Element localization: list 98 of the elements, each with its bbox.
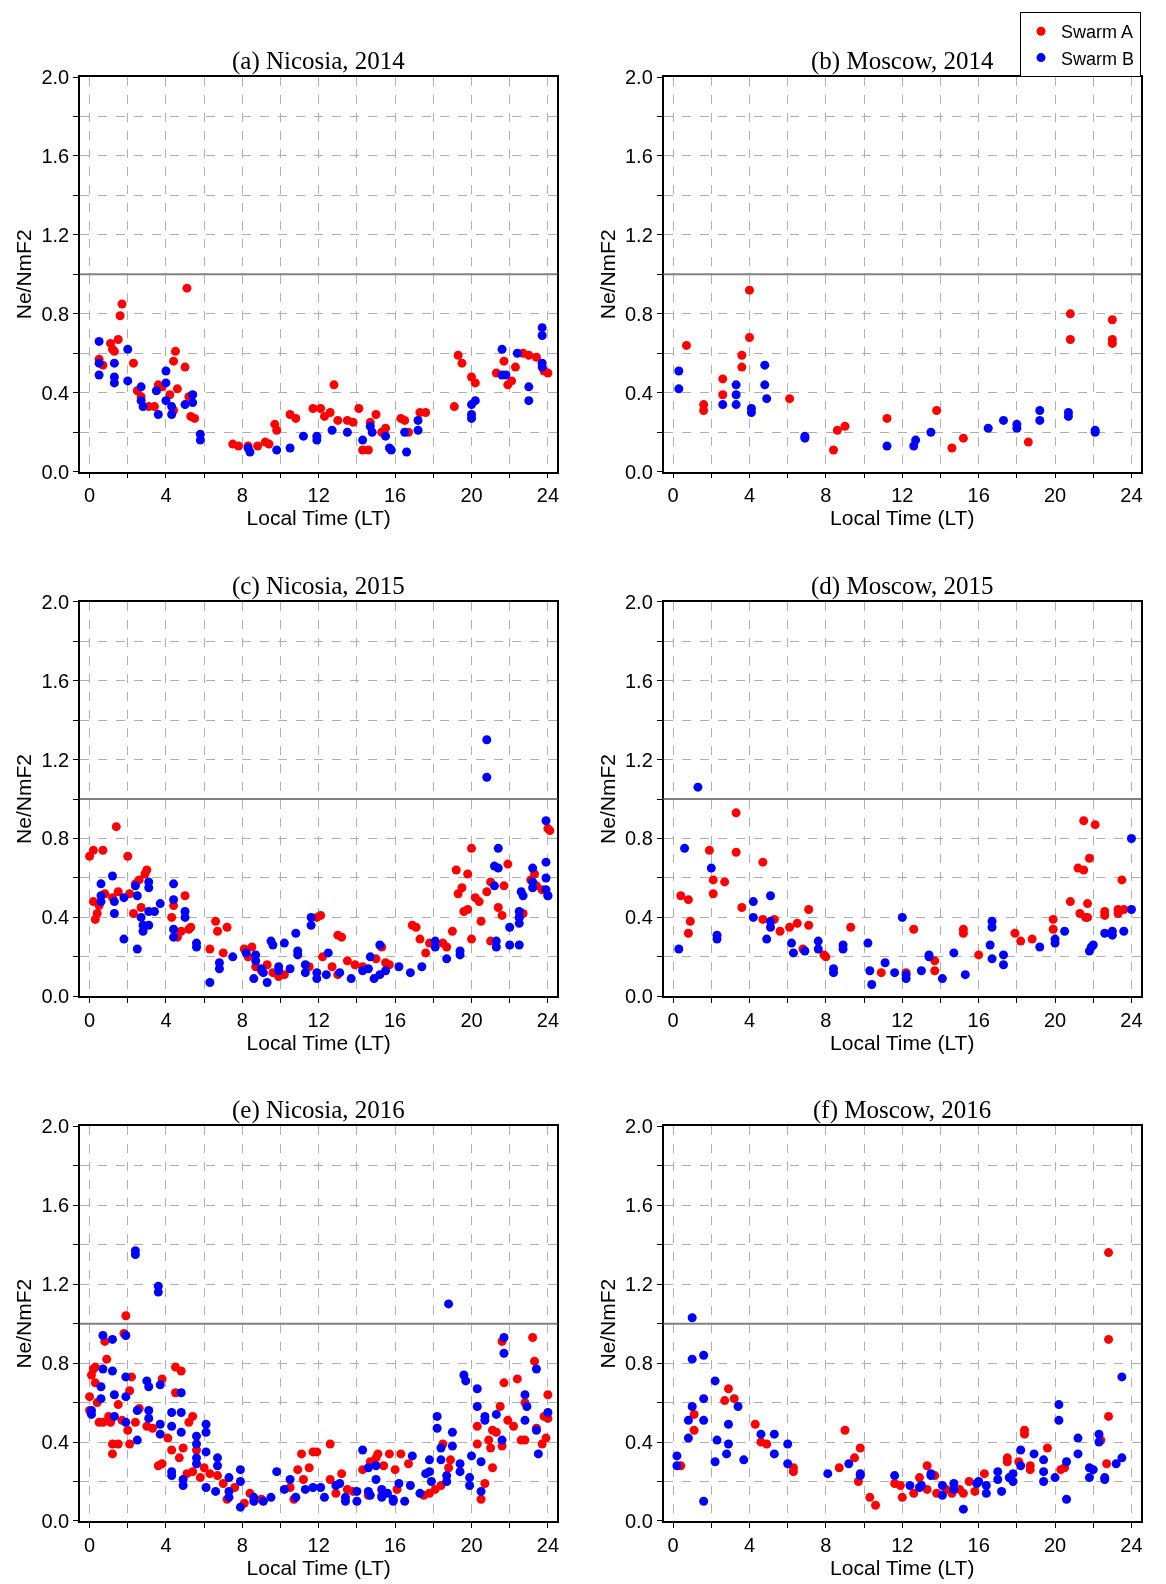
x-tick-label: 16 [383,1009,407,1032]
chart-title: (d) Moscow, 2015 [811,572,994,600]
x-tick-label: 12 [307,484,330,507]
y-tick-label: 0.4 [41,1431,70,1454]
x-tick-label: 16 [967,484,990,507]
x-tick-label: 4 [160,1009,172,1032]
x-tick-label: 24 [1120,1533,1143,1556]
x-tick-label: 24 [1120,484,1143,507]
y-tick-label: 1.6 [624,669,653,692]
x-axis-title: Local Time (LT) [246,1555,391,1579]
x-tick-label: 8 [236,484,248,507]
y-tick-label: 2.0 [41,590,70,613]
y-tick-label: 0.4 [41,906,70,929]
y-tick-label: 0.0 [624,460,653,483]
x-axis-title: Local Time (LT) [830,506,975,530]
x-tick-label: 0 [667,1533,679,1556]
x-tick-label: 24 [536,484,560,507]
y-tick-label: 0.0 [624,985,653,1008]
y-tick-label: 1.6 [624,144,653,167]
x-tick-label: 12 [307,1533,330,1556]
x-tick-label: 20 [1043,1533,1067,1556]
y-tick-label: 0.4 [41,381,70,404]
y-tick-label: 2.0 [624,1115,653,1138]
x-tick-label: 0 [667,484,679,507]
x-tick-label: 12 [891,1533,914,1556]
y-axis-title: Ne/NmF2 [595,229,619,320]
x-tick-label: 4 [160,484,172,507]
y-tick-label: 0.8 [41,1352,70,1375]
y-tick-label: 1.2 [41,1273,70,1296]
y-tick-label: 1.2 [624,748,653,771]
x-axis-title: Local Time (LT) [830,1555,975,1579]
x-tick-label: 20 [1043,1009,1067,1032]
y-tick-label: 0.0 [624,1510,653,1532]
y-tick-label: 0.4 [624,381,653,404]
y-tick-label: 0.4 [624,1431,653,1454]
legend-label: Swarm B [1061,48,1135,69]
y-axis-title: Ne/NmF2 [595,1278,619,1369]
x-tick-label: 4 [743,1533,756,1556]
y-tick-label: 0.0 [41,1510,70,1532]
y-tick-label: 2.0 [624,66,653,88]
x-tick-label: 12 [891,484,914,507]
y-tick-label: 0.4 [624,906,653,929]
y-tick-label: 0.8 [41,302,70,325]
chart-title: (f) Moscow, 2016 [813,1096,992,1124]
x-tick-label: 12 [307,1009,330,1032]
x-tick-label: 24 [536,1009,560,1032]
y-tick-label: 2.0 [41,1115,70,1138]
y-axis-title: Ne/NmF2 [12,1278,36,1369]
x-tick-label: 4 [743,1009,756,1032]
y-axis-title: Ne/NmF2 [12,754,36,844]
x-tick-label: 12 [891,1009,914,1032]
x-tick-label: 20 [1043,484,1067,507]
x-tick-label: 20 [460,1533,483,1556]
x-tick-label: 24 [1120,1009,1143,1032]
y-tick-label: 0.8 [624,1352,653,1375]
x-tick-label: 0 [667,1009,679,1032]
y-axis-title: Ne/NmF2 [595,754,619,844]
x-tick-label: 20 [460,484,483,507]
chart-title: (a) Nicosia, 2014 [232,47,406,75]
x-tick-label: 4 [160,1533,172,1556]
y-tick-label: 1.6 [41,144,70,167]
y-tick-label: 1.6 [624,1194,653,1217]
y-tick-label: 0.0 [41,460,70,483]
chart-title: (b) Moscow, 2014 [811,47,994,75]
x-tick-label: 4 [743,484,756,507]
legend-label: Swarm A [1061,22,1134,43]
chart-title: (e) Nicosia, 2016 [232,1096,405,1124]
x-tick-label: 24 [536,1533,560,1556]
x-tick-label: 8 [236,1009,248,1032]
y-tick-label: 1.2 [41,748,70,771]
x-tick-label: 20 [460,1009,483,1032]
y-tick-label: 0.8 [41,827,70,850]
x-tick-label: 16 [967,1533,990,1556]
y-tick-label: 2.0 [41,66,70,88]
y-tick-label: 0.8 [624,827,653,850]
y-tick-label: 0.8 [624,302,653,325]
x-tick-label: 8 [820,484,832,507]
x-tick-label: 16 [383,484,407,507]
x-tick-label: 8 [820,1533,832,1556]
x-tick-label: 16 [967,1009,990,1032]
y-tick-label: 1.6 [41,1194,70,1217]
y-tick-label: 0.0 [41,985,70,1008]
x-axis-title: Local Time (LT) [830,1031,975,1055]
y-tick-label: 2.0 [624,590,653,613]
y-tick-label: 1.2 [624,223,653,246]
y-tick-label: 1.2 [41,223,70,246]
chart-title: (c) Nicosia, 2015 [232,572,405,600]
y-tick-label: 1.6 [41,669,70,692]
x-tick-label: 0 [83,1533,96,1556]
y-axis-title: Ne/NmF2 [12,229,36,320]
x-axis-title: Local Time (LT) [246,506,391,530]
x-tick-label: 0 [83,1009,96,1032]
x-tick-label: 16 [383,1533,407,1556]
x-tick-label: 0 [83,484,96,507]
x-axis-title: Local Time (LT) [246,1031,391,1055]
x-tick-label: 8 [236,1533,248,1556]
x-tick-label: 8 [820,1009,832,1032]
y-tick-label: 1.2 [624,1273,653,1296]
